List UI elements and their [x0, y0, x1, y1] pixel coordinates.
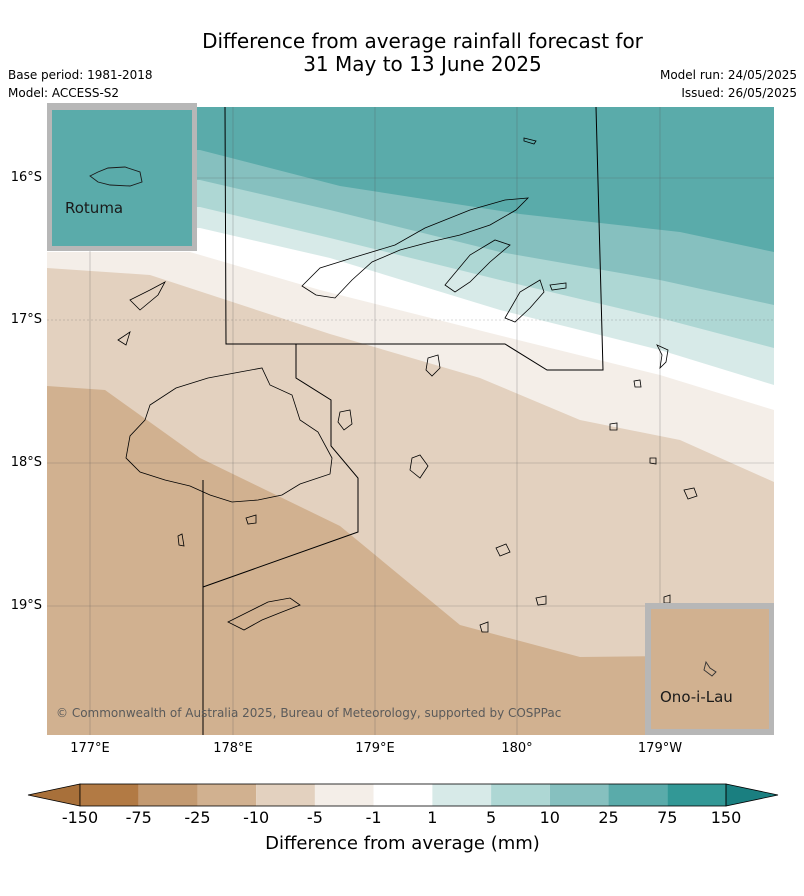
colorbar	[27, 783, 779, 807]
colorbar-tick-label: -10	[243, 808, 270, 827]
band-neg25-neg10	[47, 386, 774, 735]
onoilau-island	[703, 660, 717, 677]
colorbar-tick-label: 150	[710, 808, 742, 827]
onoilau-label: Ono-i-Lau	[660, 688, 733, 706]
colorbar-extend-high	[725, 783, 779, 807]
colorbar-segment	[491, 784, 550, 806]
vanua-levu	[301, 197, 530, 299]
island	[495, 543, 511, 557]
island	[683, 487, 698, 500]
kadavu	[227, 597, 301, 631]
fiji-islands	[117, 137, 698, 633]
title-line-2: 31 May to 13 June 2025	[303, 52, 542, 76]
island	[177, 533, 185, 547]
island	[549, 282, 567, 291]
colorbar-segment	[667, 784, 726, 806]
island	[523, 137, 537, 145]
region-boundaries	[202, 107, 604, 735]
island	[649, 457, 657, 465]
colorbar-tick-label: 1	[427, 808, 438, 827]
colorbar-tick-label: -5	[306, 808, 323, 827]
model-run: Model run: 24/05/2025	[659, 68, 797, 82]
lon-label-179w: 179°W	[637, 741, 683, 756]
island	[479, 621, 489, 633]
island	[129, 281, 166, 311]
qamea-island	[504, 279, 545, 323]
lat-label-16s: 16°S	[10, 170, 42, 185]
island	[409, 454, 429, 479]
colorbar-segment	[373, 784, 433, 806]
onoilau-inset	[645, 603, 774, 735]
colorbar-tick-label: 25	[598, 808, 619, 827]
base-period: Base period: 1981-2018	[8, 68, 153, 82]
title-line-1: Difference from average rainfall forecas…	[202, 29, 643, 53]
rotuma-label: Rotuma	[65, 199, 124, 217]
model-name: Model: ACCESS-S2	[8, 86, 120, 100]
lat-label-17s: 17°S	[10, 312, 42, 327]
island	[337, 409, 353, 431]
colorbar-frame	[79, 783, 727, 807]
colorbar-segment	[256, 784, 315, 806]
lon-label-180: 180°	[501, 741, 533, 756]
colorbar-segment	[138, 784, 198, 806]
rotuma-inset	[47, 103, 197, 251]
island	[425, 354, 441, 377]
meta-left: Base period: 1981-2018 Model: ACCESS-S2	[8, 66, 153, 102]
colorbar-segment	[80, 784, 139, 806]
viti-levu	[125, 367, 333, 503]
island	[633, 379, 642, 388]
taveuni	[444, 239, 511, 293]
island	[656, 344, 669, 370]
colorbar-tick-label: 75	[657, 808, 678, 827]
colorbar-tick-label: -25	[184, 808, 211, 827]
colorbar-segment	[608, 784, 668, 806]
colorbar-title: Difference from average (mm)	[265, 833, 540, 854]
colorbar-segment	[432, 784, 492, 806]
rotuma-island	[89, 166, 143, 187]
lat-label-19s: 19°S	[10, 598, 42, 613]
meta-right: Model run: 24/05/2025 Issued: 26/05/2025	[660, 66, 797, 102]
lat-label-18s: 18°S	[10, 455, 42, 470]
island	[609, 422, 618, 431]
lon-label-178e: 178°E	[213, 741, 253, 756]
graticule	[47, 107, 774, 735]
colorbar-segment	[197, 784, 257, 806]
colorbar-segment	[314, 784, 374, 806]
issued-date: Issued: 26/05/2025	[681, 86, 797, 100]
island	[245, 514, 257, 525]
island	[535, 595, 547, 606]
colorbar-tick-label: -75	[125, 808, 152, 827]
island	[117, 331, 131, 346]
colorbar-tick-label: 10	[539, 808, 560, 827]
colorbar-tick-label: -1	[365, 808, 382, 827]
copyright-notice: © Commonwealth of Australia 2025, Bureau…	[56, 706, 562, 720]
colorbar-tick-label: -150	[61, 808, 99, 827]
colorbar-tick-label: 5	[485, 808, 497, 827]
lon-label-179e: 179°E	[355, 741, 395, 756]
colorbar-segment	[549, 784, 609, 806]
lon-label-177e: 177°E	[70, 741, 110, 756]
colorbar-extend-low	[27, 783, 81, 807]
chart-title: Difference from average rainfall forecas…	[150, 30, 695, 76]
